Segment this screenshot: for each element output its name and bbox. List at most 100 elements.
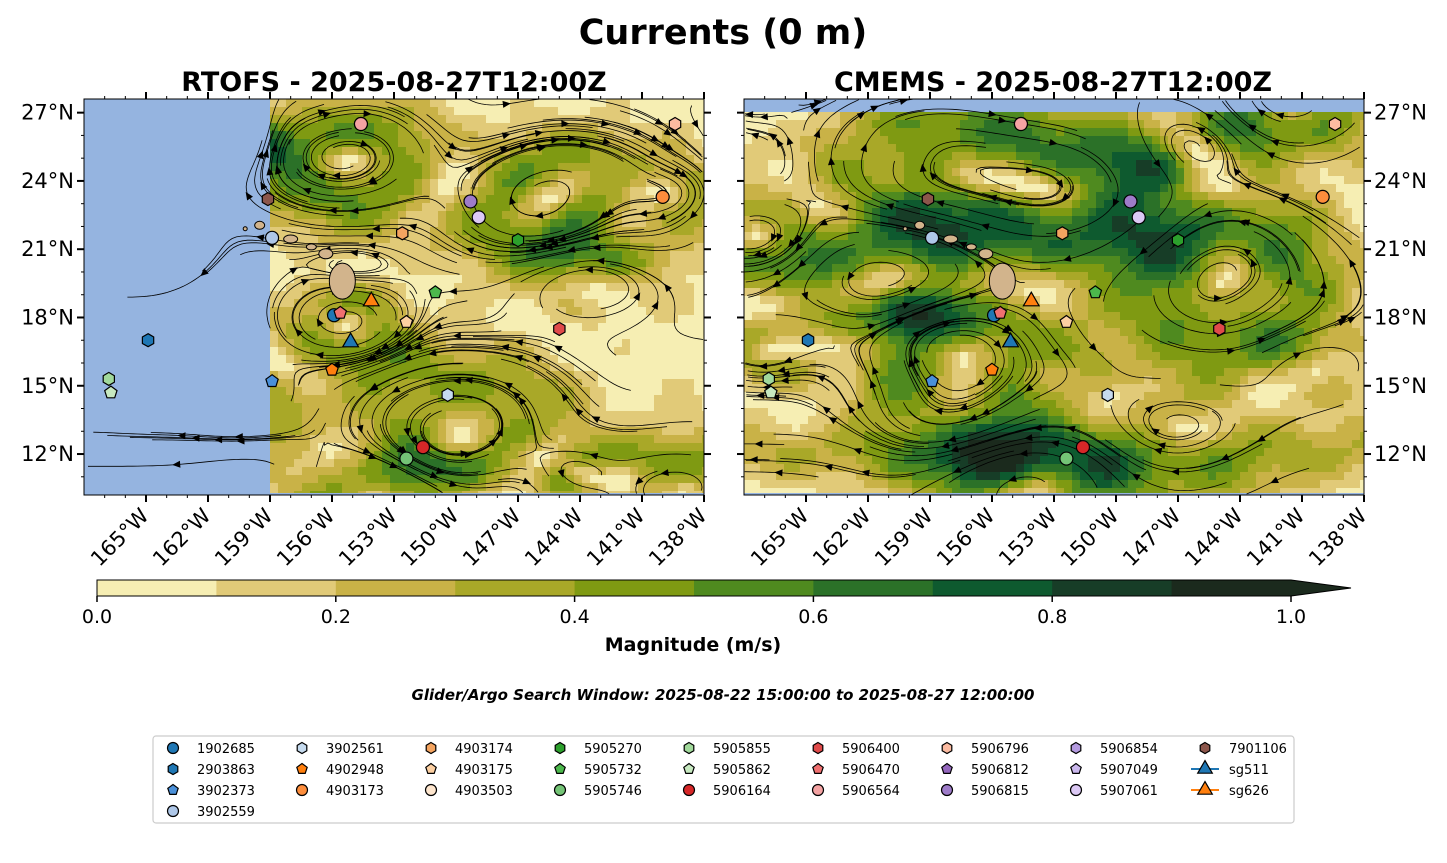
magnitude-cell [486,283,495,292]
magnitude-cell [550,227,559,236]
x-tick-label: 150°W [396,503,464,571]
magnitude-cell [1160,176,1169,185]
magnitude-cell [1120,224,1129,233]
magnitude-cell [390,403,399,412]
magnitude-cell [848,208,857,217]
magnitude-cell [294,443,303,452]
magnitude-cell [968,136,977,145]
magnitude-cell [286,155,295,164]
magnitude-cell [686,187,695,196]
magnitude-cell [286,115,295,124]
magnitude-cell [662,387,671,396]
magnitude-cell [960,176,969,185]
magnitude-cell [1216,216,1225,225]
magnitude-cell [1264,256,1273,265]
magnitude-cell [342,475,351,484]
magnitude-cell [542,171,551,180]
magnitude-cell [872,256,881,265]
magnitude-cell [1176,128,1185,137]
magnitude-cell [670,219,679,228]
magnitude-cell [462,219,471,228]
magnitude-cell [1304,144,1313,153]
magnitude-cell [590,107,599,116]
magnitude-cell [1256,216,1265,225]
magnitude-cell [382,299,391,308]
streamline-arrow [362,447,372,454]
magnitude-cell [630,123,639,132]
magnitude-cell [558,403,567,412]
magnitude-cell [342,387,351,396]
magnitude-cell [622,155,631,164]
magnitude-cell [350,259,359,268]
magnitude-cell [334,355,343,364]
magnitude-cell [702,107,704,116]
magnitude-cell [342,379,351,388]
magnitude-cell [454,251,463,260]
magnitude-cell [1320,248,1329,257]
magnitude-cell [374,411,383,420]
magnitude-cell [686,459,695,468]
magnitude-cell [824,208,833,217]
magnitude-cell [486,451,495,460]
map-panel-rtofs[interactable]: 165°W162°W159°W156°W153°W150°W147°W144°W… [21,92,712,571]
magnitude-cell [1216,248,1225,257]
magnitude-cell [518,283,527,292]
magnitude-cell [1112,128,1121,137]
magnitude-cell [1160,248,1169,257]
map-panel-cmems[interactable]: 165°W162°W159°W156°W153°W150°W147°W144°W… [737,92,1427,571]
magnitude-cell [1232,280,1241,289]
magnitude-cell [1040,288,1049,297]
magnitude-cell [502,235,511,244]
magnitude-cell [614,347,623,356]
magnitude-cell [334,99,343,108]
magnitude-cell [686,315,695,324]
magnitude-cell [294,187,303,196]
magnitude-cell [342,323,351,332]
streamline-arrow [256,150,264,160]
platform-5905855 [102,371,116,387]
magnitude-cell [1000,208,1009,217]
magnitude-cell [534,411,543,420]
magnitude-cell [534,227,543,236]
magnitude-cell [1360,272,1364,281]
magnitude-cell [598,339,607,348]
magnitude-cell [1176,160,1185,169]
magnitude-cell [1072,280,1081,289]
magnitude-cell [808,216,817,225]
magnitude-cell [1280,144,1289,153]
magnitude-cell [686,443,695,452]
magnitude-cell [1016,136,1025,145]
magnitude-cell [478,115,487,124]
magnitude-cell [582,331,591,340]
magnitude-cell [550,259,559,268]
magnitude-cell [614,99,623,108]
magnitude-cell [494,355,503,364]
magnitude-cell [1352,128,1361,137]
magnitude-cell [462,443,471,452]
magnitude-cell [622,331,631,340]
magnitude-cell [912,136,921,145]
magnitude-cell [358,155,367,164]
streamline-arrow [561,120,570,128]
magnitude-cell [598,187,607,196]
magnitude-cell [1032,224,1041,233]
magnitude-cell [526,435,535,444]
magnitude-cell [494,307,503,316]
magnitude-cell [366,259,375,268]
magnitude-cell [848,200,857,209]
magnitude-cell [1008,136,1017,145]
magnitude-cell [318,355,327,364]
magnitude-cell [470,307,479,316]
magnitude-cell [702,299,704,308]
magnitude-cell [744,296,753,305]
magnitude-cell [872,120,881,129]
magnitude-cell [534,339,543,348]
magnitude-cell [326,411,335,420]
magnitude-cell [1152,240,1161,249]
magnitude-cell [1240,264,1249,273]
magnitude-cell [928,160,937,169]
magnitude-cell [638,427,647,436]
magnitude-cell [342,139,351,148]
magnitude-cell [984,232,993,241]
magnitude-cell [662,243,671,252]
